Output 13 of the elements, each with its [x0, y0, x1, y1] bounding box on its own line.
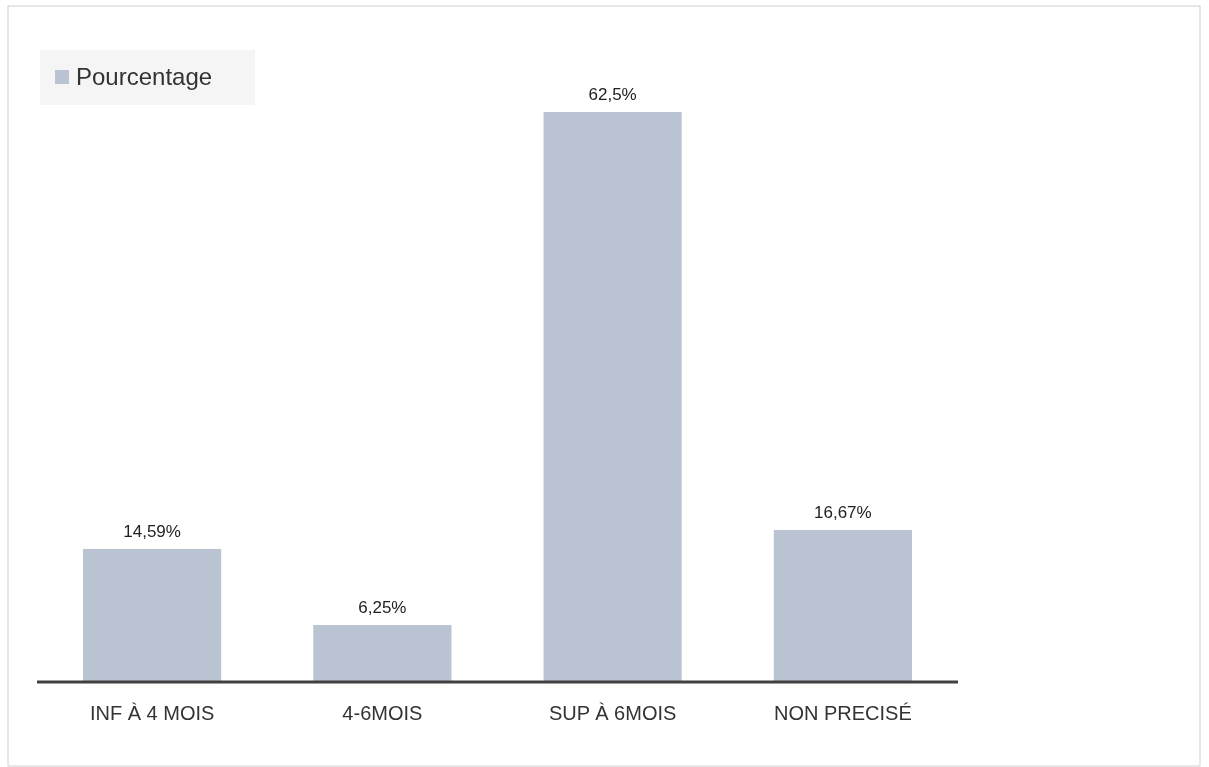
legend-label: Pourcentage — [76, 63, 213, 90]
data-label: 62,5% — [588, 85, 637, 104]
bar — [313, 625, 452, 682]
bar — [543, 112, 682, 682]
data-label: 16,67% — [814, 502, 872, 522]
bar — [773, 529, 912, 682]
x-tick-label: NON PRECISÉ — [773, 702, 912, 724]
x-tick-label: SUP À 6MOIS — [548, 702, 677, 724]
data-label: 14,59% — [123, 521, 181, 541]
x-tick-label: INF À 4 MOIS — [89, 702, 215, 724]
x-tick-label: 4-6MOIS — [342, 702, 423, 724]
bar — [83, 548, 222, 682]
data-label: 6,25% — [358, 598, 407, 617]
